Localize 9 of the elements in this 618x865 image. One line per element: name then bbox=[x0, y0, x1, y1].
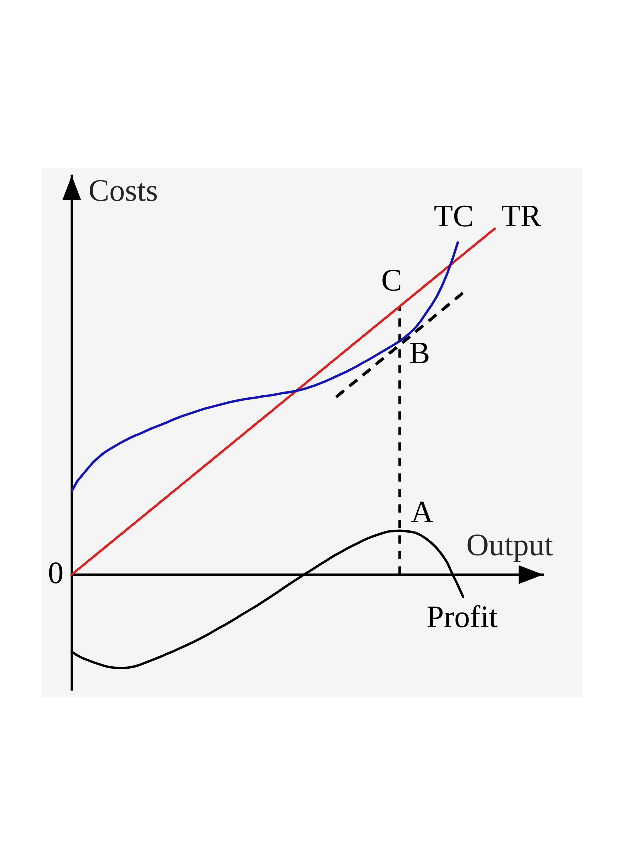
series-label: Profit bbox=[428, 605, 498, 628]
annotation: A bbox=[411, 502, 434, 522]
y-axis-title: Costs bbox=[90, 180, 158, 202]
annotation: C bbox=[382, 270, 401, 292]
series-label: TC bbox=[434, 206, 472, 227]
series-label: TR bbox=[502, 206, 542, 226]
text: 0 bbox=[49, 562, 63, 584]
x-axis-title: Output bbox=[468, 534, 554, 562]
annotation: B bbox=[410, 342, 429, 364]
